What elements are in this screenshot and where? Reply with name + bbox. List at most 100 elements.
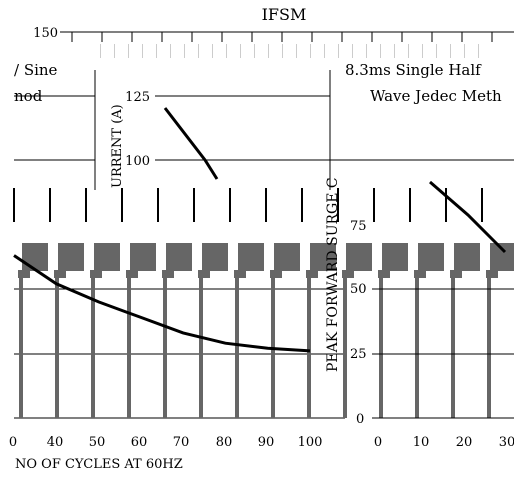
top-band-mark	[380, 44, 381, 58]
right-x-tick-label: 0	[374, 435, 382, 450]
lower-vertical-bar	[343, 278, 347, 418]
chart-title: IFSM	[262, 5, 307, 24]
mid-band-artifact	[454, 243, 480, 271]
mid-band-artifact	[418, 243, 444, 271]
lower-vertical-bar	[307, 278, 311, 418]
top-band-mark	[100, 44, 101, 58]
top-band-mark	[268, 44, 269, 58]
series-lower-curve	[13, 254, 311, 353]
mid-band-artifact	[234, 270, 246, 278]
top-band-mark	[254, 44, 255, 58]
mid-band-artifact	[130, 243, 156, 271]
series-upper-segment	[163, 107, 219, 180]
lower-x-tick-label: 60	[131, 435, 148, 450]
mid-y-tick-label-0: 0	[356, 412, 364, 427]
lower-vertical-bar	[487, 278, 491, 418]
right-x-tick-label: 20	[456, 435, 473, 450]
mid-y-tick-label-50: 50	[350, 282, 367, 297]
top-band-mark	[198, 44, 199, 58]
top-band-mark	[394, 44, 395, 58]
mid-band-artifact	[166, 243, 192, 271]
mid-ylabel-fragment: PEAK FORWARD SURGE C	[325, 177, 341, 372]
top-tick-band	[71, 32, 493, 58]
upper-ylabel-fragment: URRENT (A)	[110, 104, 125, 188]
lower-vertical-bar	[235, 278, 239, 418]
mid-band-artifact	[414, 270, 426, 278]
mid-band-artifact	[450, 270, 462, 278]
top-band-mark	[296, 44, 297, 58]
lower-x-tick-label: 100	[298, 435, 323, 450]
lower-vertical-bar	[19, 278, 23, 418]
top-band-mark	[156, 44, 157, 58]
top-band-mark	[184, 44, 185, 58]
top-band-mark	[352, 44, 353, 58]
top-band-mark	[170, 44, 171, 58]
lower-vertical-bar	[379, 278, 383, 418]
top-band-mark	[212, 44, 213, 58]
mid-band-artifact	[346, 243, 372, 271]
lower-vertical-bar	[91, 278, 95, 418]
lower-x-tick-label: 40	[47, 435, 64, 450]
top-band-mark	[310, 44, 311, 58]
lower-x-tick-label: 90	[258, 435, 275, 450]
top-band-mark	[478, 44, 479, 58]
middle-glitch-band	[13, 188, 514, 278]
upper-y-tick-label-100: 100	[125, 154, 150, 169]
lower-x-tick-label: 0	[9, 435, 17, 450]
mid-band-artifact	[378, 270, 390, 278]
mid-band-artifact	[94, 243, 120, 271]
top-band-mark	[324, 44, 325, 58]
mid-band-artifact	[306, 270, 318, 278]
top-band-mark	[422, 44, 423, 58]
lower-x-tick-label: 80	[216, 435, 233, 450]
lower-vertical-bar	[127, 278, 131, 418]
top-band-mark	[226, 44, 227, 58]
top-band-mark	[240, 44, 241, 58]
top-band-mark	[366, 44, 367, 58]
lower-x-ticks: 0 40 50 60 70 80 90 100	[9, 435, 323, 450]
right-x-ticks: 0 10 20 30	[374, 435, 514, 450]
top-band-mark	[114, 44, 115, 58]
mid-band-artifact	[198, 270, 210, 278]
right-x-tick-label: 30	[499, 435, 514, 450]
top-band-mark	[128, 44, 129, 58]
lower-x-tick-label: 50	[89, 435, 106, 450]
top-band-mark	[436, 44, 437, 58]
lower-x-tick-label: 70	[173, 435, 190, 450]
mid-band-artifact	[270, 270, 282, 278]
top-band-mark	[142, 44, 143, 58]
top-band-mark	[338, 44, 339, 58]
lower-vertical-bar	[415, 278, 419, 418]
mid-y-tick-label-25: 25	[350, 347, 367, 362]
legend-fragment-right-2: Wave Jedec Meth	[370, 87, 502, 105]
legend-fragment-right-1: 8.3ms Single Half	[345, 61, 482, 79]
mid-band-artifact	[58, 243, 84, 271]
mid-y-tick-label-75: 75	[350, 219, 367, 234]
lower-vertical-bar	[451, 278, 455, 418]
mid-band-artifact	[238, 243, 264, 271]
right-x-tick-label: 10	[413, 435, 430, 450]
lower-vertical-bar	[163, 278, 167, 418]
mid-band-artifact	[342, 270, 354, 278]
mid-band-artifact	[382, 243, 408, 271]
top-band-mark	[464, 44, 465, 58]
x-axis-label: NO OF CYCLES AT 60HZ	[15, 457, 183, 472]
series-right-segment	[429, 180, 507, 254]
mid-band-artifact	[126, 270, 138, 278]
mid-band-artifact	[54, 270, 66, 278]
top-y-tick-label: 150	[33, 26, 58, 41]
lower-vertical-bar	[199, 278, 203, 418]
top-band-mark	[408, 44, 409, 58]
mid-band-artifact	[274, 243, 300, 271]
lower-vertical-bar	[55, 278, 59, 418]
mid-band-artifact	[90, 270, 102, 278]
mid-band-artifact	[486, 270, 498, 278]
mid-band-artifact	[22, 243, 48, 271]
top-band-mark	[450, 44, 451, 58]
top-band-mark	[282, 44, 283, 58]
mid-band-artifact	[310, 243, 336, 271]
mid-band-artifact	[18, 270, 30, 278]
mid-band-artifact	[202, 243, 228, 271]
